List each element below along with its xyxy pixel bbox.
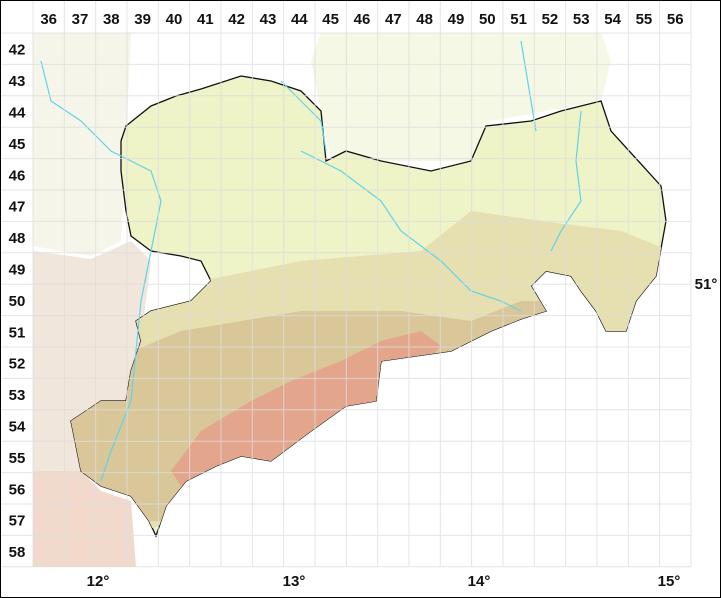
surrounding-region-south: [33, 471, 136, 567]
longitude-label: 13°: [283, 573, 306, 590]
surrounding-region-southwest: [33, 241, 151, 471]
row-label: 52: [9, 356, 26, 373]
column-label: 50: [479, 11, 496, 28]
row-label: 46: [9, 167, 26, 184]
row-label: 51: [9, 324, 26, 341]
surrounding-region: [33, 33, 611, 161]
column-label: 41: [197, 11, 214, 28]
column-label: 43: [260, 11, 277, 28]
column-label: 38: [103, 11, 120, 28]
row-label: 43: [9, 73, 26, 90]
column-label: 52: [542, 11, 559, 28]
column-label: 36: [40, 11, 57, 28]
longitude-label: 15°: [658, 573, 681, 590]
rivers: [40, 40, 582, 482]
column-label: 40: [166, 11, 183, 28]
column-label: 39: [134, 11, 151, 28]
row-label: 57: [9, 513, 26, 530]
column-label: 56: [667, 11, 684, 28]
column-label: 48: [416, 11, 433, 28]
row-label: 58: [9, 544, 26, 561]
column-label: 53: [573, 11, 590, 28]
column-label: 37: [72, 11, 89, 28]
surrounding-region-west: [33, 33, 131, 256]
river-weisse-elster: [40, 60, 162, 482]
column-label: 54: [604, 11, 621, 28]
row-label: 50: [9, 293, 26, 310]
row-label: 56: [9, 481, 26, 498]
row-label: 48: [9, 230, 26, 247]
row-label: 42: [9, 42, 26, 59]
column-label: 46: [354, 11, 371, 28]
longitude-label: 12°: [87, 573, 110, 590]
longitude-label: 14°: [468, 573, 491, 590]
column-label: 45: [322, 11, 339, 28]
grid-lines: [1, 1, 692, 568]
river-elbe: [300, 150, 522, 312]
column-label: 55: [636, 11, 653, 28]
column-label: 42: [228, 11, 245, 28]
column-label: 47: [385, 11, 402, 28]
row-label: 54: [9, 419, 26, 436]
latitude-label: 51°: [695, 276, 718, 293]
row-label: 44: [9, 105, 26, 122]
river-mulde: [280, 80, 327, 152]
row-label: 55: [9, 450, 26, 467]
column-label: 51: [510, 11, 527, 28]
river-neisse: [550, 110, 582, 252]
column-label: 49: [448, 11, 465, 28]
row-label: 49: [9, 262, 26, 279]
column-label: 44: [291, 11, 308, 28]
row-label: 47: [9, 199, 26, 216]
row-label: 53: [9, 387, 26, 404]
row-label: 45: [9, 136, 26, 153]
